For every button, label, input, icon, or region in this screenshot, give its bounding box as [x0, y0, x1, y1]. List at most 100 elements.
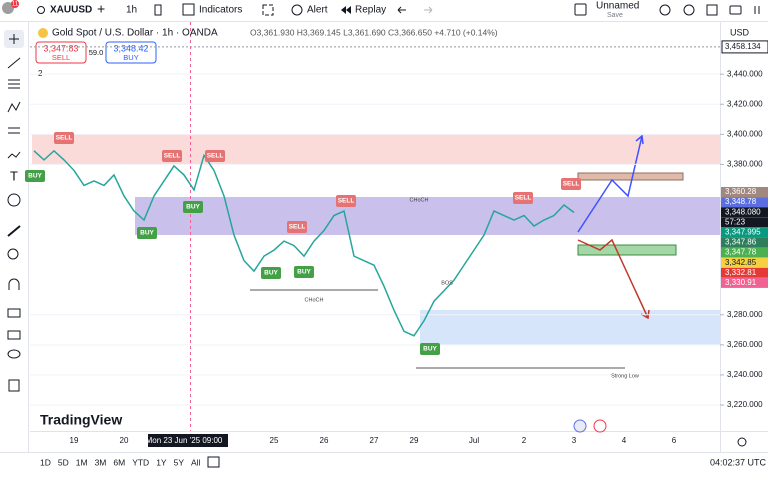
emoji-tool[interactable] — [7, 193, 21, 207]
legend-ohlc: O3,361.930 H3,369.145 L3,361.690 C3,366.… — [250, 27, 498, 37]
buy-label[interactable]: BUY — [123, 53, 138, 62]
snapshot[interactable] — [729, 5, 742, 15]
price-label-box — [721, 227, 768, 238]
x-tick-label: Mon 23 Jun '25 09:00 — [146, 436, 223, 445]
range-button[interactable]: 1D — [40, 457, 51, 467]
indicators-icon[interactable] — [182, 3, 195, 16]
x-tick-label: 2 — [522, 436, 527, 445]
price-label: 3,347.86 — [725, 238, 757, 247]
avatar[interactable] — [2, 2, 14, 14]
chart-type-icon[interactable] — [154, 4, 162, 16]
signal-badge — [561, 178, 581, 190]
badge-count: 11 — [12, 2, 19, 8]
sell-button[interactable] — [35, 41, 87, 64]
x-tick-label: 4 — [622, 436, 627, 445]
structure-label: Strong Low — [611, 373, 639, 379]
high-marker-box — [721, 40, 768, 54]
price-label-box — [721, 207, 768, 218]
price-label-box — [721, 247, 768, 258]
price-label-box — [721, 217, 768, 228]
indicator-toggle[interactable]: 2 — [38, 69, 43, 78]
signal-badge — [183, 201, 203, 213]
fib-tool[interactable] — [8, 79, 20, 89]
templates-icon[interactable] — [262, 4, 274, 16]
signal-label: BUY — [140, 230, 154, 237]
fullscreen[interactable] — [706, 4, 718, 16]
lock-tool[interactable] — [7, 330, 21, 340]
replay-button[interactable]: Replay — [355, 5, 386, 16]
structure-label: CHoCH — [305, 297, 324, 303]
chart-settings[interactable] — [737, 437, 747, 447]
undo[interactable] — [397, 6, 406, 14]
magnet-tool[interactable] — [8, 278, 20, 290]
interval[interactable]: 1h — [126, 5, 137, 16]
bear-projection — [577, 238, 650, 320]
trendline-tool[interactable] — [7, 57, 21, 69]
quick-search[interactable] — [659, 4, 671, 16]
range-button[interactable]: YTD — [132, 457, 149, 467]
currency[interactable]: USD — [730, 27, 750, 37]
sell-price[interactable]: 3,347.83 — [43, 43, 78, 53]
x-tick-label: 19 — [70, 436, 79, 445]
range-button[interactable]: 1M — [76, 457, 88, 467]
price-label: 3,348.78 — [725, 197, 757, 206]
price-label: 3,347.995 — [725, 228, 761, 237]
visibility-tool[interactable] — [7, 349, 21, 359]
range-button[interactable]: 1Y — [156, 457, 167, 467]
alert-icon[interactable] — [291, 4, 303, 16]
lightning-icon[interactable] — [573, 419, 587, 433]
save-label[interactable]: Save — [607, 12, 623, 19]
redo[interactable] — [424, 6, 433, 14]
buy-price[interactable]: 3,348.42 — [113, 43, 148, 53]
text-tool[interactable]: T — [10, 168, 18, 183]
signal-label: SELL — [563, 181, 580, 188]
x-tick-label: 29 — [410, 436, 419, 445]
signal-badge — [205, 150, 225, 162]
signal-label: BUY — [423, 346, 437, 353]
range-button[interactable]: All — [191, 457, 201, 467]
range-button[interactable]: 6M — [113, 457, 125, 467]
y-tick-label: 3,400.000 — [727, 129, 763, 138]
signal-badge — [513, 192, 533, 204]
x-tick-label: 6 — [672, 436, 677, 445]
y-tick-label: 3,220.000 — [727, 400, 763, 409]
price-label-box — [721, 267, 768, 278]
brush-tool[interactable] — [7, 151, 21, 159]
add-symbol[interactable]: + — [97, 1, 105, 17]
price-label: 3,330.91 — [725, 278, 757, 287]
indicators-button[interactable]: Indicators — [199, 5, 242, 16]
zoom-tool[interactable] — [7, 248, 19, 260]
range-button[interactable]: 3M — [95, 457, 107, 467]
symbol[interactable]: XAUUSD — [50, 5, 92, 16]
settings[interactable] — [683, 4, 695, 16]
forecast-tool[interactable] — [8, 127, 20, 134]
price-label: 57:23 — [725, 217, 746, 226]
y-tick-label: 3,440.000 — [727, 69, 763, 78]
price-label: 3,332.81 — [725, 268, 757, 277]
lock-draw[interactable] — [7, 308, 21, 318]
signal-badge — [137, 227, 157, 239]
badge — [11, 0, 19, 8]
range-button[interactable]: 5Y — [174, 457, 185, 467]
support-box — [577, 244, 677, 256]
layout-name[interactable]: Unnamed — [596, 1, 639, 12]
alert-button[interactable]: Alert — [307, 5, 328, 16]
search-icon[interactable] — [37, 6, 45, 14]
date-range-icon[interactable] — [207, 456, 220, 468]
pattern-tool[interactable] — [7, 101, 21, 113]
x-tick-label: 27 — [370, 436, 379, 445]
price-label-box — [721, 257, 768, 268]
layout-icon[interactable] — [574, 3, 587, 16]
sell-label[interactable]: SELL — [52, 53, 70, 62]
signal-label: BUY — [297, 269, 311, 276]
flag-icon[interactable] — [593, 419, 607, 433]
more-icon[interactable] — [754, 6, 760, 14]
range-button[interactable]: 5D — [58, 457, 69, 467]
signal-badge — [336, 195, 356, 207]
trash-tool[interactable] — [8, 379, 20, 392]
crosshair-tool[interactable] — [9, 34, 19, 44]
ruler-tool[interactable] — [7, 225, 21, 237]
clock: 04:02:37 UTC — [710, 457, 767, 467]
replay-icon[interactable] — [341, 6, 351, 14]
